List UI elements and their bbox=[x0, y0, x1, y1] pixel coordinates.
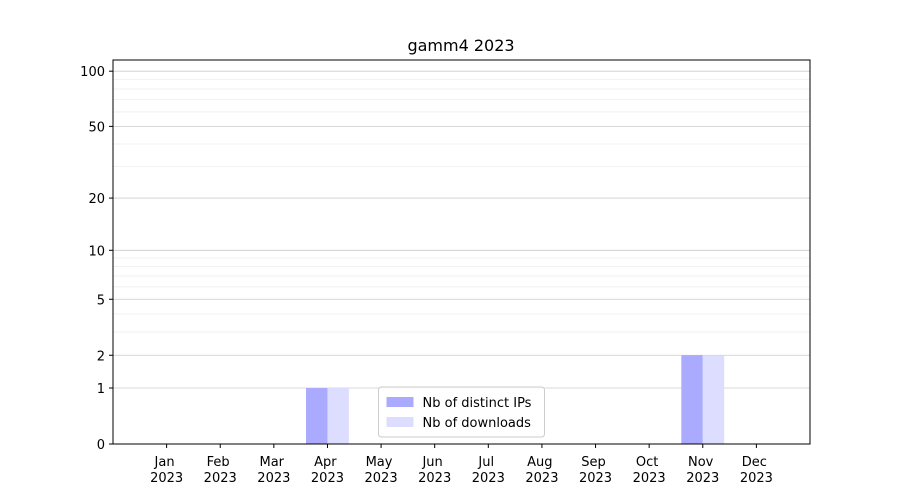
bar bbox=[702, 355, 725, 444]
y-tick-label: 100 bbox=[80, 65, 105, 80]
legend-swatch bbox=[386, 417, 414, 427]
x-tick-label: Jan 2023 bbox=[150, 455, 183, 486]
y-tick-label: 5 bbox=[97, 293, 105, 308]
x-tick-label: Nov 2023 bbox=[686, 455, 719, 486]
y-tick-label: 1 bbox=[97, 382, 105, 397]
x-tick-label: Jun 2023 bbox=[418, 455, 451, 486]
y-tick-label: 20 bbox=[88, 192, 105, 207]
x-tick-label: Feb 2023 bbox=[204, 455, 237, 486]
x-tick-label: Aug 2023 bbox=[525, 455, 558, 486]
x-tick-label: Jul 2023 bbox=[472, 455, 505, 486]
legend-label: Nb of downloads bbox=[423, 416, 532, 431]
plot-frame bbox=[112, 59, 811, 445]
y-tick-label: 2 bbox=[97, 349, 105, 364]
legend-label: Nb of distinct IPs bbox=[423, 396, 532, 411]
x-tick-label: May 2023 bbox=[365, 455, 398, 486]
bar bbox=[681, 355, 703, 444]
y-tick-label: 10 bbox=[88, 244, 105, 259]
x-tick-label: Sep 2023 bbox=[579, 455, 612, 486]
legend-box bbox=[378, 386, 545, 438]
x-tick-label: Apr 2023 bbox=[311, 455, 344, 486]
x-tick-label: Mar 2023 bbox=[257, 455, 290, 486]
bar bbox=[327, 388, 349, 444]
bar bbox=[306, 388, 328, 444]
x-tick-label: Dec 2023 bbox=[740, 455, 773, 486]
y-tick-label: 50 bbox=[88, 120, 105, 135]
legend-swatch bbox=[386, 397, 414, 407]
chart-title: gamm4 2023 bbox=[407, 36, 514, 55]
y-tick-label: 0 bbox=[97, 438, 105, 453]
x-tick-label: Oct 2023 bbox=[633, 455, 666, 486]
